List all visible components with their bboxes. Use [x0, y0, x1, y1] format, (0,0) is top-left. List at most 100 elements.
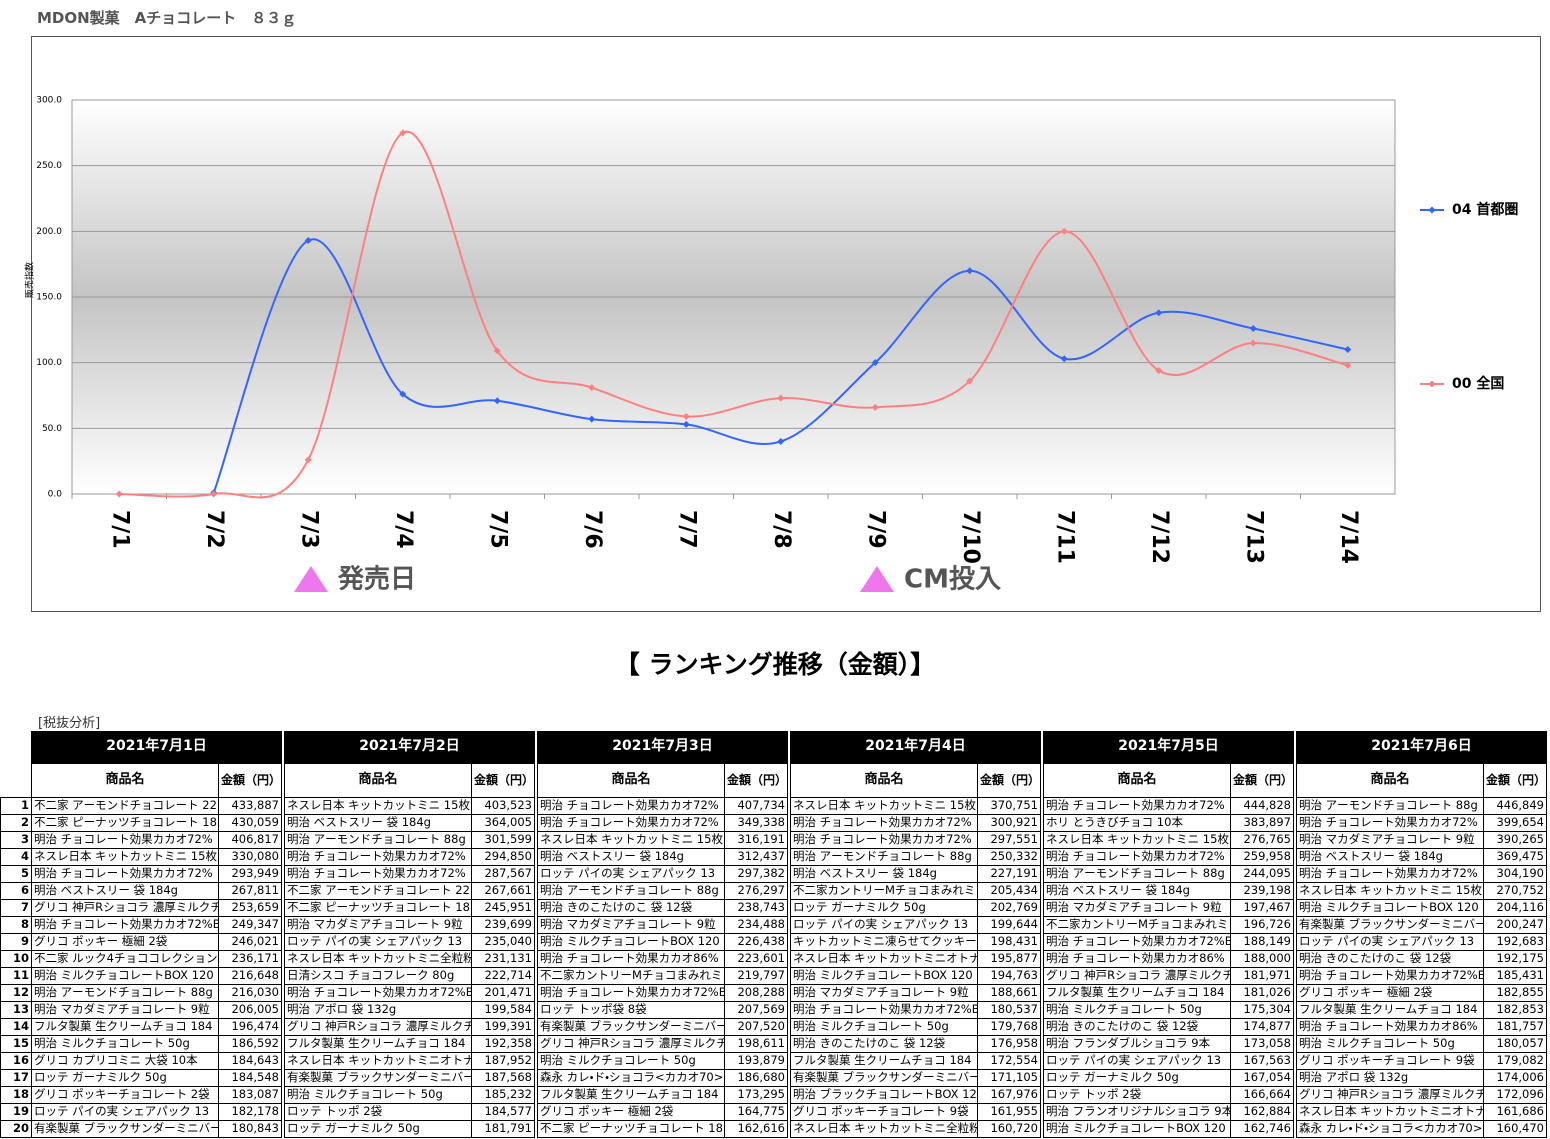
product-name: 明治 ミルクチョコレートBOX 120: [31, 967, 219, 985]
product-name: ネスレ日本 キットカットミニ 15枚: [537, 831, 725, 849]
sales-amount: 206,005: [218, 1001, 282, 1019]
product-name: 明治 アポロ 袋 132g: [284, 1001, 472, 1019]
sales-amount: 312,437: [724, 848, 788, 866]
column-header: 金額（円）: [724, 763, 788, 798]
sales-amount: 403,523: [471, 797, 535, 815]
data-point: [966, 377, 974, 385]
legend-label: 04 首都圏: [1452, 201, 1518, 218]
y-tick-label: 150.0: [36, 293, 62, 303]
x-tick-label: 7/3: [296, 510, 321, 549]
product-name: 不二家 ルック4チョココレクションF: [31, 950, 219, 968]
rank-number: 14: [0, 1018, 32, 1036]
data-point: [1060, 227, 1068, 235]
sales-amount: 205,434: [977, 882, 1041, 900]
product-name: 不二家 アーモンドチョコレート 22: [284, 882, 472, 900]
rank-number: 12: [0, 984, 32, 1002]
annotation-label: 発売日: [337, 565, 416, 595]
x-tick-label: 7/9: [863, 510, 888, 549]
product-name: 日清シスコ チョコフレーク 80g: [284, 967, 472, 985]
rank-number: 2: [0, 814, 32, 832]
product-name: グリコ ポッキー 極細 2袋: [537, 1103, 725, 1121]
product-name: ロッテ ガーナミルク 50g: [31, 1069, 219, 1087]
rank-number: 1: [0, 797, 32, 815]
sales-amount: 172,096: [1483, 1086, 1547, 1104]
product-name: グリコ ポッキー 極細 2袋: [1296, 984, 1484, 1002]
series-line: [212, 238, 1348, 494]
legend-marker: [1428, 380, 1436, 388]
rank-number: 4: [0, 848, 32, 866]
sales-amount: 390,265: [1483, 831, 1547, 849]
sales-amount: 236,171: [218, 950, 282, 968]
sales-amount: 267,661: [471, 882, 535, 900]
product-name: 明治 フランダブルショコラ 9本: [1043, 1035, 1231, 1053]
product-name: グリコ ポッキーチョコレート 2袋: [31, 1086, 219, 1104]
sales-amount: 223,601: [724, 950, 788, 968]
sales-amount: 188,000: [1230, 950, 1294, 968]
product-name: 明治 アーモンドチョコレート 88g: [790, 848, 978, 866]
data-point: [966, 267, 974, 275]
sales-amount: 161,686: [1483, 1103, 1547, 1121]
sales-amount: 181,791: [471, 1120, 535, 1138]
sales-amount: 174,006: [1483, 1069, 1547, 1087]
product-name: 明治 マカダミアチョコレート 9粒: [790, 984, 978, 1002]
product-name: 明治 チョコレート効果カカオ72%: [31, 865, 219, 883]
y-axis-label: 販売指数: [24, 262, 36, 298]
sales-amount: 369,475: [1483, 848, 1547, 866]
data-point: [493, 397, 501, 405]
product-name: ネスレ日本 キットカットミニ 15枚: [284, 797, 472, 815]
sales-amount: 182,853: [1483, 1001, 1547, 1019]
product-name: 明治 チョコレート効果カカオ86%: [1043, 950, 1231, 968]
sales-amount: 198,431: [977, 933, 1041, 951]
sales-amount: 227,191: [977, 865, 1041, 883]
product-name: 明治 きのこたけのこ 袋 12袋: [537, 899, 725, 917]
ranking-note: [税抜分析]: [38, 716, 101, 731]
sales-amount: 304,190: [1483, 865, 1547, 883]
product-name: 不二家 ピーナッツチョコレート 18: [537, 1120, 725, 1138]
annotation-marker: [294, 566, 328, 592]
data-point: [304, 237, 312, 245]
sales-amount: 208,288: [724, 984, 788, 1002]
product-name: ロッテ パイの実 シェアパック 13: [31, 1103, 219, 1121]
product-name: 明治 チョコレート効果カカオ72%B: [537, 984, 725, 1002]
sales-amount: 179,768: [977, 1018, 1041, 1036]
product-name: ネスレ日本 キットカットミニ 15枚: [31, 848, 219, 866]
product-name: 明治 ミルクチョコレート 50g: [790, 1018, 978, 1036]
y-tick-label: 250.0: [36, 161, 62, 171]
sales-amount: 231,131: [471, 950, 535, 968]
sales-amount: 192,358: [471, 1035, 535, 1053]
sales-amount: 297,551: [977, 831, 1041, 849]
data-point: [210, 490, 218, 498]
sales-amount: 287,567: [471, 865, 535, 883]
column-header: 商品名: [537, 763, 725, 798]
x-tick-label: 7/6: [580, 510, 605, 549]
rank-number: 8: [0, 916, 32, 934]
sales-amount: 162,616: [724, 1120, 788, 1138]
product-name: 明治 チョコレート効果カカオ86%: [1296, 1018, 1484, 1036]
product-name: 有楽製菓 ブラックサンダーミニバー: [284, 1069, 472, 1087]
rank-number: 6: [0, 882, 32, 900]
rank-number: 7: [0, 899, 32, 917]
sales-amount: 167,976: [977, 1086, 1041, 1104]
product-name: 明治 チョコレート効果カカオ72%: [537, 797, 725, 815]
product-name: 明治 アーモンドチョコレート 88g: [1296, 797, 1484, 815]
product-name: グリコ 神戸Rショコラ 濃厚ミルクチ: [31, 899, 219, 917]
x-tick-label: 7/13: [1241, 510, 1266, 564]
sales-amount: 300,921: [977, 814, 1041, 832]
sales-amount: 297,382: [724, 865, 788, 883]
sales-amount: 250,332: [977, 848, 1041, 866]
data-point: [1344, 346, 1352, 354]
data-point: [1060, 355, 1068, 363]
sales-amount: 162,746: [1230, 1120, 1294, 1138]
sales-amount: 249,347: [218, 916, 282, 934]
rank-number: 20: [0, 1120, 32, 1138]
sales-amount: 276,765: [1230, 831, 1294, 849]
sales-amount: 219,797: [724, 967, 788, 985]
sales-amount: 383,897: [1230, 814, 1294, 832]
sales-amount: 175,304: [1230, 1001, 1294, 1019]
sales-amount: 174,877: [1230, 1018, 1294, 1036]
sales-amount: 179,082: [1483, 1052, 1547, 1070]
product-name: 不二家カントリーMチョコまみれミド: [790, 882, 978, 900]
data-point: [493, 347, 501, 355]
product-name: 明治 チョコレート効果カカオ72%B: [790, 1001, 978, 1019]
product-name: 明治 アーモンドチョコレート 88g: [284, 831, 472, 849]
